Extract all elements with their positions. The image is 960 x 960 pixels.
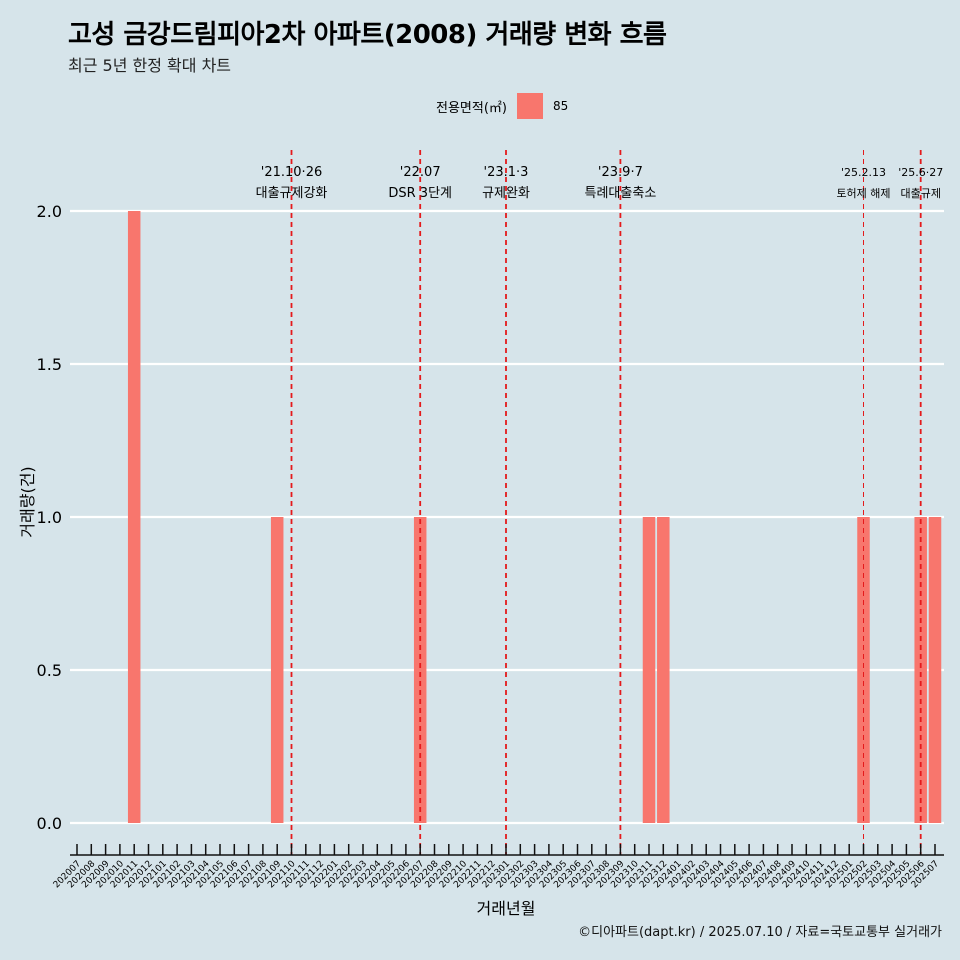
footer-credit: ©디아파트(dapt.kr) / 2025.07.10 / 자료=국토교통부 실… bbox=[578, 925, 942, 940]
bars bbox=[127, 211, 942, 823]
x-axis: 2020072020082020092020102020112020122021… bbox=[52, 844, 944, 890]
event-date: '21.10·26 bbox=[261, 165, 322, 180]
bar-202311 bbox=[642, 517, 656, 823]
event-date: '22.07 bbox=[400, 165, 441, 180]
bar-202011 bbox=[127, 211, 141, 823]
gridlines bbox=[70, 209, 944, 825]
bar-202507 bbox=[928, 517, 942, 823]
event-label: 특례대출축소 bbox=[585, 186, 657, 201]
event-date: '25.6·27 bbox=[898, 166, 943, 179]
bar-202506 bbox=[914, 517, 927, 823]
y-tick-label: 1.0 bbox=[37, 508, 62, 527]
event-label: DSR 3단계 bbox=[388, 186, 452, 201]
legend-title: 전용면적(㎡) bbox=[436, 100, 507, 116]
bar-202109 bbox=[270, 517, 284, 823]
y-axis: 0.0 0.5 1.0 1.5 2.0 bbox=[37, 202, 62, 833]
event-date: '25.2.13 bbox=[841, 166, 886, 179]
chart-title: 고성 금강드림피아2차 아파트(2008) 거래량 변화 흐름 bbox=[68, 20, 667, 50]
chart-subtitle: 최근 5년 한정 확대 차트 bbox=[68, 56, 232, 75]
y-tick-label: 0.0 bbox=[37, 814, 62, 833]
bar-202312 bbox=[657, 517, 670, 823]
event-date: '23.1·3 bbox=[484, 165, 529, 180]
event-label: 규제완화 bbox=[482, 186, 530, 201]
event-label: 토허제 해제 bbox=[836, 186, 890, 200]
x-axis-label: 거래년월 bbox=[477, 899, 536, 918]
legend-item-label: 85 bbox=[552, 99, 569, 113]
y-tick-label: 2.0 bbox=[37, 202, 62, 221]
bar-202207 bbox=[413, 517, 427, 823]
bar-202502 bbox=[857, 517, 870, 823]
legend: 전용면적(㎡) 85 bbox=[436, 93, 568, 119]
event-label: 대출규제강화 bbox=[256, 186, 328, 201]
event-label: 대출규제 bbox=[900, 187, 940, 200]
y-tick-label: 1.5 bbox=[37, 355, 62, 374]
y-axis-label: 거래량(건) bbox=[18, 466, 37, 537]
legend-swatch bbox=[516, 93, 543, 119]
event-lines: '21.10·26 대출규제강화 '22.07 DSR 3단계 '23.1·3 규제완화 '… bbox=[256, 150, 943, 855]
y-tick-label: 0.5 bbox=[37, 661, 62, 680]
event-date: '23.9·7 bbox=[598, 165, 643, 180]
